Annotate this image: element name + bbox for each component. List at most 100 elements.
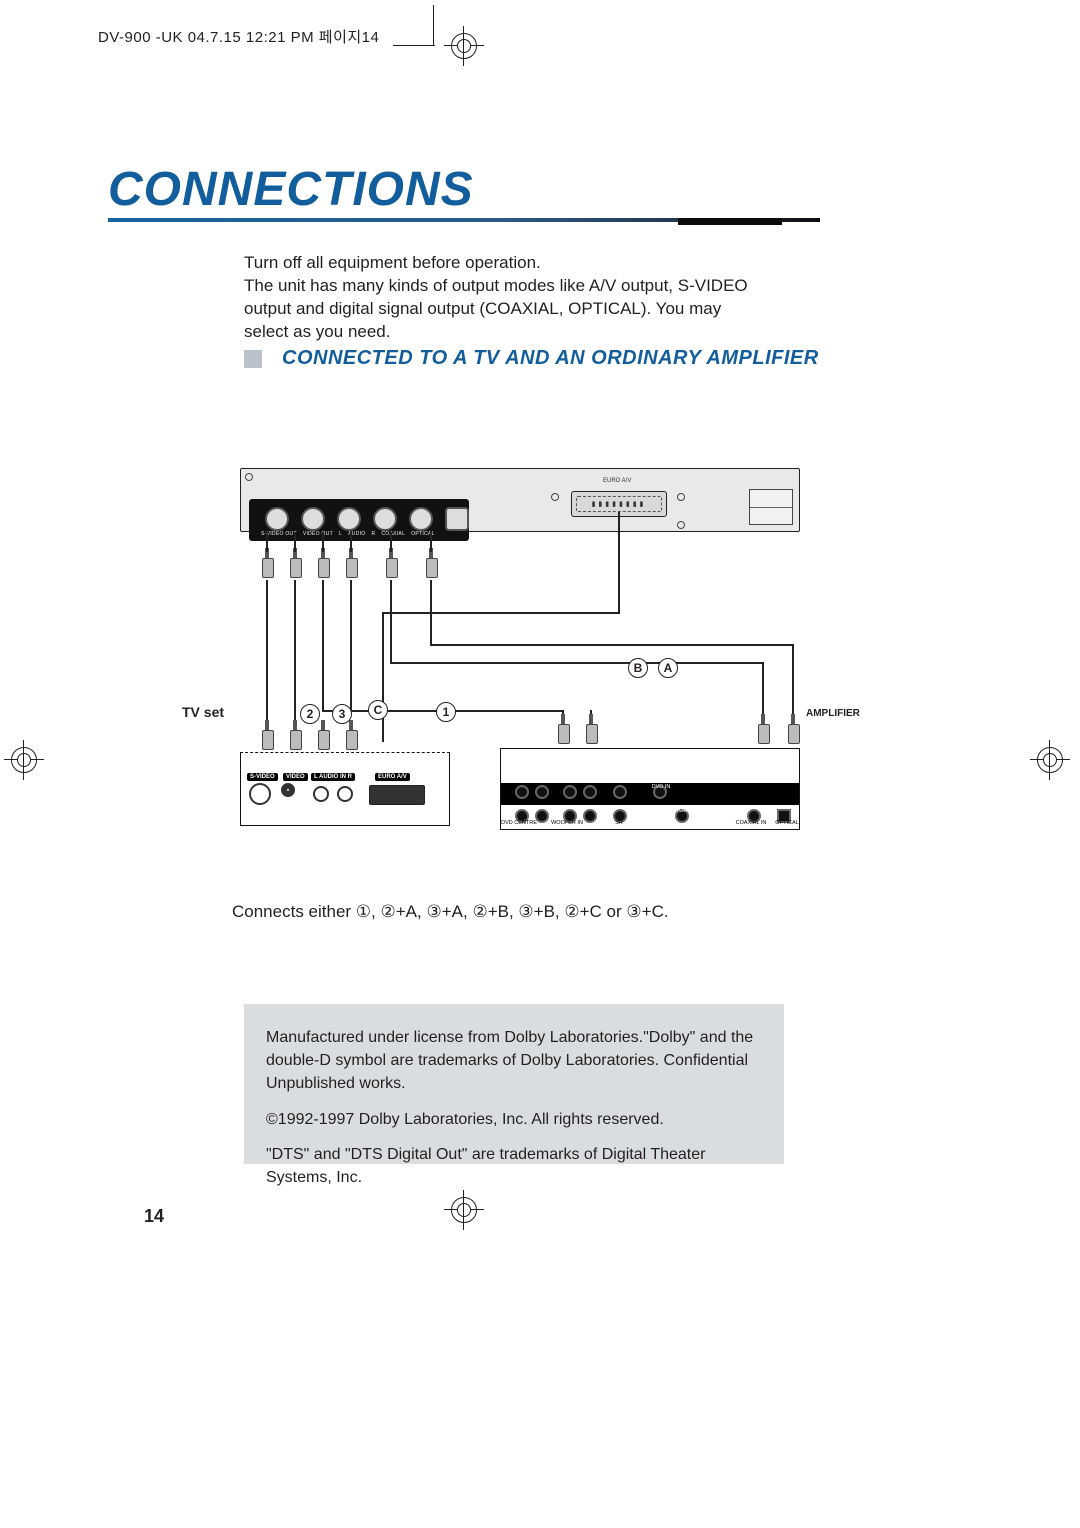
text: +C. <box>642 902 669 921</box>
cable-wire <box>322 580 324 710</box>
label: WOOFER IN <box>547 821 587 827</box>
cable-plug-icon <box>318 720 328 752</box>
cable-plug-icon <box>426 548 436 580</box>
text: ② <box>564 902 579 921</box>
screw-icon <box>551 493 559 501</box>
audio-r-jack-icon <box>373 507 397 531</box>
cable-wire <box>382 612 384 742</box>
amp-jack-icon <box>535 785 549 799</box>
amp-jack-icon <box>563 785 577 799</box>
text: +B, <box>534 902 565 921</box>
crop-mark <box>393 45 435 46</box>
cable-wire <box>322 532 324 552</box>
section-title: CONNECTIONS <box>108 162 474 217</box>
label: R SURROUND L <box>505 767 545 778</box>
svideo-jack-icon <box>265 507 289 531</box>
intro-line: Turn off all equipment before operation. <box>244 252 764 275</box>
cable-wire <box>430 532 432 552</box>
label: COAXIAL IN <box>731 821 771 827</box>
text: Connects either <box>232 902 356 921</box>
cable-wire <box>266 532 268 552</box>
cable-wire <box>266 580 268 742</box>
screw-icon <box>677 493 685 501</box>
print-header: DV-900 -UK 04.7.15 12:21 PM 페이지14 <box>98 26 379 47</box>
connection-options-text: Connects either ①, ②+A, ③+A, ②+B, ③+B, ②… <box>232 902 669 922</box>
label: VIDEO <box>283 773 308 781</box>
cable-plug-icon <box>290 720 300 752</box>
cable-plug-icon <box>386 548 396 580</box>
tv-video-jack-icon <box>281 783 295 797</box>
dvd-jack-row <box>265 507 469 531</box>
tv-scart-icon <box>369 785 425 805</box>
circled-number-1: 1 <box>436 702 456 722</box>
circled-number-3: 3 <box>332 704 352 724</box>
label: SR <box>599 821 639 827</box>
cable-plug-icon <box>758 714 768 746</box>
amp-jack-icon <box>583 785 597 799</box>
cable-plug-icon <box>586 714 596 746</box>
cable-wire <box>390 662 762 664</box>
title-underline-accent <box>678 218 782 225</box>
cable-plug-icon <box>346 548 356 580</box>
intro-line: The unit has many kinds of output modes … <box>244 275 764 344</box>
circled-letter-b: B <box>628 658 648 678</box>
text: +B, <box>488 902 519 921</box>
label: DVD <box>511 757 551 763</box>
text: ① <box>356 902 371 921</box>
coaxial-jack-icon <box>409 507 433 531</box>
screw-icon <box>677 521 685 529</box>
label: L <box>339 531 342 537</box>
notice-paragraph: "DTS" and "DTS Digital Out" are trademar… <box>266 1143 762 1189</box>
cable-wire <box>350 532 352 552</box>
video-jack-icon <box>301 507 325 531</box>
label: R <box>371 531 375 537</box>
registration-target-icon <box>1030 740 1070 780</box>
notice-paragraph: ©1992-1997 Dolby Laboratories, Inc. All … <box>266 1108 762 1131</box>
label: MONITOR OUT <box>661 809 701 815</box>
text: , <box>371 902 380 921</box>
crop-mark <box>433 5 434 45</box>
tv-audio-l-jack-icon <box>313 786 329 802</box>
text: ③ <box>626 902 641 921</box>
audio-l-jack-icon <box>337 507 361 531</box>
registration-target-icon <box>4 740 44 780</box>
cable-wire <box>430 644 792 646</box>
screw-icon <box>245 473 253 481</box>
label: OPTICAL <box>767 821 807 827</box>
dvd-jack-labels: S-VIDEO OUT VIDEO OUT L AUDIO R COAXIAL … <box>261 531 435 537</box>
license-notice-box: Manufactured under license from Dolby La… <box>244 1004 784 1164</box>
cable-wire <box>618 512 620 612</box>
tv-rear-panel: S-VIDEO VIDEO L AUDIO IN R EURO A/V <box>240 752 450 826</box>
cable-plug-icon <box>788 714 798 746</box>
dvd-player-rear: S-VIDEO OUT VIDEO OUT L AUDIO R COAXIAL … <box>240 468 800 532</box>
text: +A, <box>396 902 427 921</box>
connection-diagram: S-VIDEO OUT VIDEO OUT L AUDIO R COAXIAL … <box>240 452 800 872</box>
tv-svideo-jack-icon <box>249 783 271 805</box>
cable-wire <box>390 532 392 552</box>
circled-number-2: 2 <box>300 704 320 724</box>
text: +C or <box>580 902 627 921</box>
optical-jack-icon <box>445 507 469 531</box>
text: ② <box>381 902 396 921</box>
amp-jack-icon <box>613 785 627 799</box>
dvd-connector-panel: S-VIDEO OUT VIDEO OUT L AUDIO R COAXIAL … <box>249 499 469 541</box>
cable-wire <box>382 612 620 614</box>
subheading: CONNECTED TO A TV AND AN ORDINARY AMPLIF… <box>282 347 819 370</box>
cable-wire <box>350 580 352 710</box>
cable-wire <box>294 532 296 552</box>
text: +A, <box>442 902 473 921</box>
intro-text: Turn off all equipment before operation.… <box>244 252 764 344</box>
label: DVD IN <box>641 785 681 791</box>
page-number: 14 <box>144 1206 164 1227</box>
registration-target-icon <box>444 1190 484 1230</box>
tv-audio-r-jack-icon <box>337 786 353 802</box>
manual-page: DV-900 -UK 04.7.15 12:21 PM 페이지14 CONNEC… <box>0 0 1080 1528</box>
notice-paragraph: Manufactured under license from Dolby La… <box>266 1026 762 1096</box>
amp-jack-icon <box>515 785 529 799</box>
label: WOOFER OUT <box>601 757 641 763</box>
label: L AUDIO IN R <box>557 761 597 767</box>
label: L AUDIO IN R <box>311 773 355 781</box>
label: COAXIAL <box>381 531 405 537</box>
circled-letter-a: A <box>658 658 678 678</box>
cable-plug-icon <box>318 548 328 580</box>
